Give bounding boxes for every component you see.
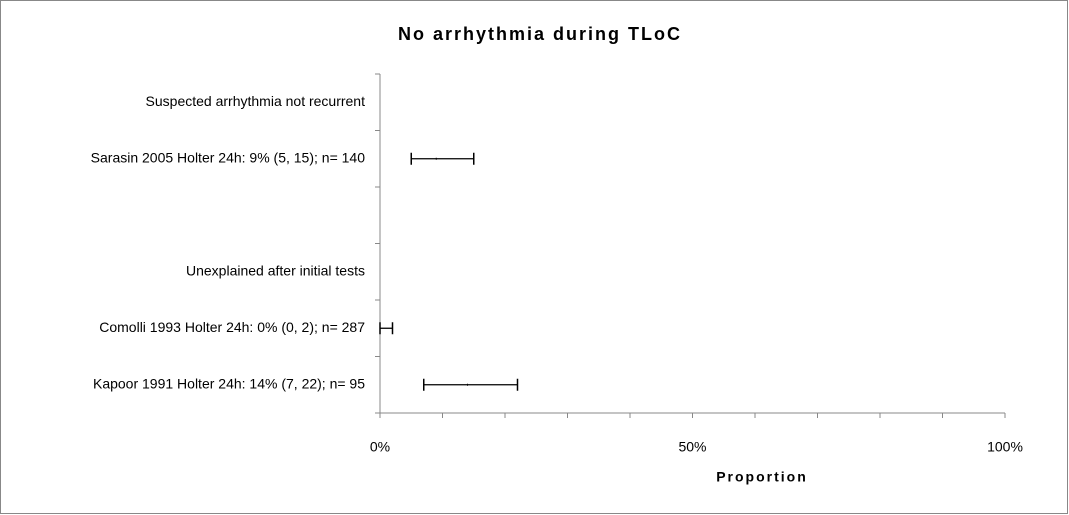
chart-title: No arrhythmia during TLoC [398, 24, 682, 44]
x-tick-label: 0% [370, 439, 390, 455]
row-label: Sarasin 2005 Holter 24h: 9% (5, 15); n= … [91, 149, 366, 165]
x-tick-label: 50% [678, 439, 706, 455]
row-label: Suspected arrhythmia not recurrent [146, 93, 366, 109]
row-label: Unexplained after initial tests [186, 262, 365, 278]
row-label: Comolli 1993 Holter 24h: 0% (0, 2); n= 2… [99, 319, 365, 335]
row-label: Kapoor 1991 Holter 24h: 14% (7, 22); n= … [93, 375, 365, 391]
x-axis-label: Proportion [716, 469, 808, 485]
x-tick-label: 100% [987, 439, 1023, 455]
